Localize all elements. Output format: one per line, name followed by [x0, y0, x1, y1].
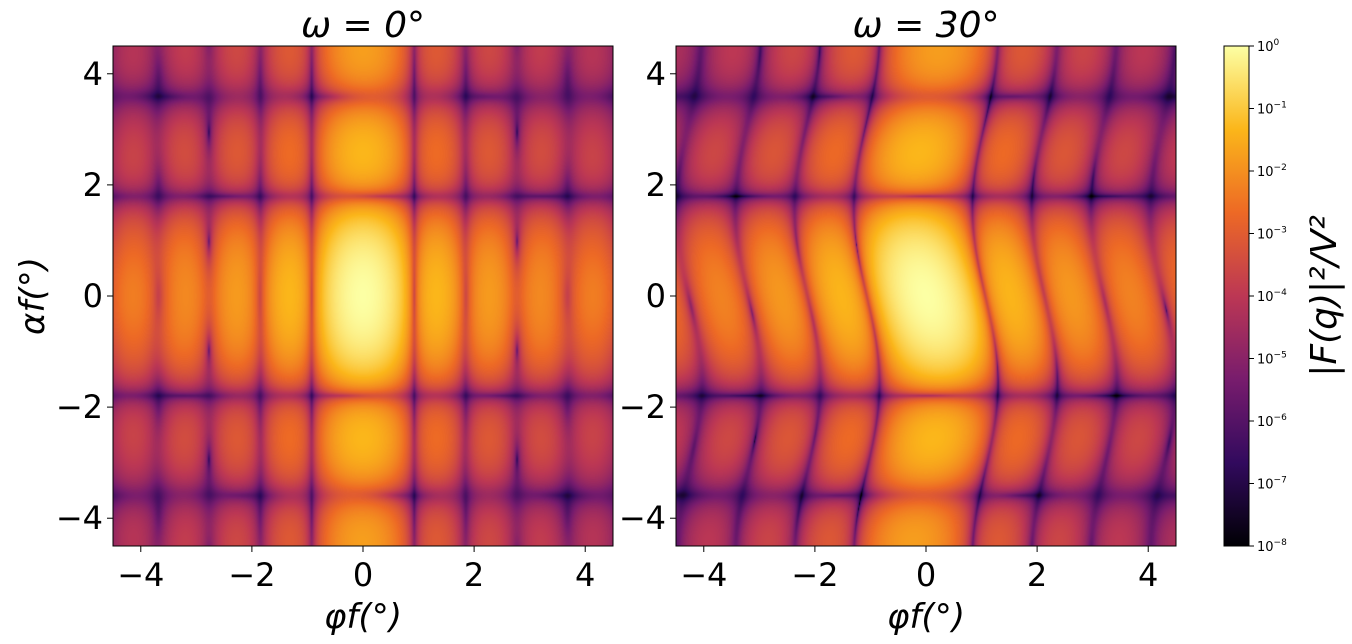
colorbar-gradient: [1223, 45, 1250, 547]
x-tick-label: 4: [1138, 556, 1158, 594]
colorbar-tick-label: 10−3: [1257, 226, 1287, 243]
colorbar-tick-label: 10−4: [1257, 288, 1287, 305]
y-tick-label: −4: [56, 499, 103, 537]
x-tick-label: −2: [228, 556, 275, 594]
y-tick-label: 0: [646, 277, 666, 315]
y-axis-label: αf(°): [13, 257, 53, 335]
x-tick-label: −4: [117, 556, 164, 594]
x-ticks: −4 −2 0 2 4: [680, 546, 1158, 594]
y-tick-label: 4: [83, 55, 103, 93]
colorbar-tick-label: 10−6: [1257, 413, 1287, 430]
y-ticks: −4 −2 0 2 4: [619, 55, 676, 537]
panel-title: ω = 30°: [852, 5, 999, 46]
y-tick-label: 2: [83, 166, 103, 204]
x-tick-label: 0: [916, 556, 936, 594]
x-tick-label: 2: [464, 556, 484, 594]
colorbar-tick-label: 100: [1257, 38, 1280, 55]
colorbar-tick-label: 10−5: [1257, 351, 1287, 368]
panel-title: ω = 0°: [301, 5, 425, 46]
heatmap-panel-omega-30: ω = 30° φf(°) −4 −2 0 2 4 −4 −2 0 2 4: [619, 5, 1177, 637]
x-ticks: −4 −2 0 2 4: [117, 546, 595, 594]
y-tick-label: 0: [83, 277, 103, 315]
heatmap-canvas-omega-0: [113, 46, 613, 546]
x-tick-label: 2: [1027, 556, 1047, 594]
colorbar-ticks: 100 10−1 10−2 10−3 10−4 10−5 10−6 10−7 10−8: [1249, 38, 1287, 555]
x-tick-label: 0: [353, 556, 373, 594]
y-tick-label: −2: [56, 388, 103, 426]
colorbar: 100 10−1 10−2 10−3 10−4 10−5 10−6 10−7 10−8 |F(q…: [1223, 38, 1345, 555]
heatmap-canvas-omega-30: [676, 46, 1176, 546]
x-axis-label: φf(°): [887, 597, 965, 637]
y-tick-label: −4: [619, 499, 666, 537]
y-tick-label: 4: [646, 55, 666, 93]
colorbar-tick-label: 10−2: [1257, 163, 1287, 180]
x-axis-label: φf(°): [324, 597, 402, 637]
y-ticks: −4 −2 0 2 4: [56, 55, 113, 537]
colorbar-tick-label: 10−8: [1257, 538, 1287, 555]
colorbar-tick-label: 10−1: [1257, 101, 1287, 118]
x-tick-label: −4: [680, 556, 727, 594]
y-tick-label: −2: [619, 388, 666, 426]
y-tick-label: 2: [646, 166, 666, 204]
colorbar-label: |F(q)|²/V²: [1304, 215, 1345, 377]
heatmap-panel-omega-0: ω = 0° φf(°) αf(°) −4 −2 0 2 4 −4 −2 0 2 4: [13, 5, 614, 637]
colorbar-tick-label: 10−7: [1257, 476, 1287, 493]
x-tick-label: −2: [791, 556, 838, 594]
x-tick-label: 4: [575, 556, 595, 594]
